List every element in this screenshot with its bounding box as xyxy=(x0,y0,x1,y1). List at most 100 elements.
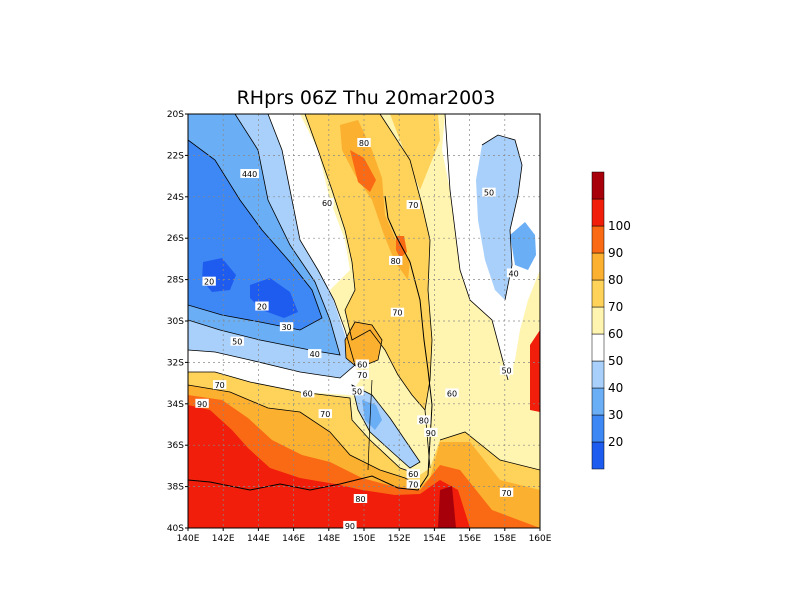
y-axis-ticks: 20S 22S 24S 26S 28S 30S 32S 34S 36S 38S 40S xyxy=(167,110,188,534)
contour-label: 90 xyxy=(345,522,355,531)
contour-line xyxy=(188,384,421,487)
region-rh-above-100-east xyxy=(530,330,540,412)
y-tick-label: 28S xyxy=(167,276,184,286)
contour-label: 40 xyxy=(310,350,320,359)
contour-label-bg xyxy=(445,388,459,398)
colorbar-label: 60 xyxy=(608,327,623,341)
contour-labels: 80 440 60 70 50 80 40 20 20 70 30 50 40 60 70 50 70 60 50 6… xyxy=(195,137,521,531)
contour-line xyxy=(188,371,421,476)
contour-label-bg xyxy=(482,187,496,197)
x-tick-label: 152E xyxy=(388,534,411,544)
y-tick-label: 22S xyxy=(167,151,184,161)
colorbar-swatch xyxy=(591,225,605,254)
colorbar: 20 30 40 50 60 70 80 90 100 xyxy=(591,171,631,470)
contour-label-bg xyxy=(350,386,364,396)
humidity-field xyxy=(188,114,540,528)
contour-line xyxy=(188,139,323,331)
y-tick-label: 30S xyxy=(167,317,184,327)
x-tick-label: 158E xyxy=(493,534,516,544)
region-rh-above-100-south xyxy=(188,405,470,528)
contour-label: 60 xyxy=(303,389,313,398)
y-tick-label: 24S xyxy=(167,193,184,203)
region-rh-70-80-central xyxy=(305,114,432,410)
colorbar-label: 90 xyxy=(608,246,623,260)
chart-title: RHprs 06Z Thu 20mar2003 xyxy=(237,87,496,109)
contour-label: 70 xyxy=(392,309,402,318)
y-tick-label: 36S xyxy=(167,441,184,451)
contour-label: 70 xyxy=(320,410,330,419)
contour-label-bg xyxy=(240,169,259,179)
contour-label-bg xyxy=(320,198,334,208)
y-tick-label: 40S xyxy=(167,524,184,534)
x-tick-label: 142E xyxy=(212,534,235,544)
colorbar-label: 50 xyxy=(608,354,623,368)
contour-line xyxy=(379,114,433,469)
contour-label: 30 xyxy=(281,323,291,332)
contour-label: 90 xyxy=(197,400,207,409)
x-tick-label: 156E xyxy=(458,534,481,544)
contour-label-bg xyxy=(499,365,514,375)
x-tick-label: 160E xyxy=(529,534,552,544)
contour-label-bg xyxy=(417,415,431,425)
y-tick-label: 34S xyxy=(167,400,184,410)
contour-label: 60 xyxy=(357,360,367,369)
contour-label: 80 xyxy=(391,257,401,266)
colorbar-label: 20 xyxy=(608,435,623,449)
state-border xyxy=(367,379,373,471)
contour-label: 80 xyxy=(419,416,429,425)
contour-label: 20 xyxy=(257,303,267,312)
contour-label-bg xyxy=(353,494,368,504)
x-tick-label: 154E xyxy=(423,534,446,544)
colorbar-swatch xyxy=(591,198,605,227)
colorbar-swatch xyxy=(591,387,605,416)
contour-label: 440 xyxy=(242,170,257,179)
contour-lines xyxy=(188,114,540,487)
y-tick-label: 26S xyxy=(167,234,184,244)
x-axis-ticks: 140E 142E 144E 146E 148E 150E 152E 154E 156E 158E… xyxy=(177,528,552,544)
contour-label: 60 xyxy=(408,470,418,479)
x-tick-label: 140E xyxy=(177,534,200,544)
colorbar-label: 40 xyxy=(608,381,623,395)
region-rh-dry-tongue-mid xyxy=(362,400,382,430)
colorbar-swatch xyxy=(591,171,605,200)
contour-label-bg xyxy=(195,398,209,408)
contour-label-bg xyxy=(202,276,216,286)
colorbar-label: 30 xyxy=(608,408,623,422)
contour-label: 80 xyxy=(355,495,365,504)
contour-label-bg xyxy=(406,479,420,489)
contour-label-bg xyxy=(406,469,420,479)
contour-line xyxy=(304,114,426,411)
x-tick-label: 144E xyxy=(247,534,270,544)
contour-label: 70 xyxy=(357,371,367,380)
contour-label: 70 xyxy=(408,201,418,210)
contour-label: 70 xyxy=(215,381,225,390)
contour-line xyxy=(444,114,509,381)
contour-label-bg xyxy=(388,255,403,265)
y-tick-label: 20S xyxy=(167,110,184,120)
contour-label-bg xyxy=(406,200,420,210)
contour-line xyxy=(439,431,540,471)
contour-label-bg xyxy=(230,336,244,346)
contour-label: 20 xyxy=(204,278,214,287)
contour-label-bg xyxy=(357,137,371,147)
contour-label-bg xyxy=(318,409,332,419)
contour-label: 80 xyxy=(359,139,369,148)
contour-label: 70 xyxy=(501,489,511,498)
y-tick-label: 32S xyxy=(167,358,184,368)
contour-line xyxy=(344,321,383,369)
colorbar-swatch xyxy=(591,333,605,362)
colorbar-swatch xyxy=(591,279,605,308)
contour-label: 40 xyxy=(509,269,519,278)
colorbar-swatch xyxy=(591,252,605,281)
colorbar-label: 70 xyxy=(608,300,623,314)
contour-label: 50 xyxy=(352,387,362,396)
region-rh-max-coast xyxy=(438,486,456,528)
colorbar-swatch xyxy=(591,306,605,335)
contour-label-bg xyxy=(308,349,322,359)
contour-label: 90 xyxy=(426,429,436,438)
contour-label-bg xyxy=(424,427,438,437)
contour-label-bg xyxy=(255,301,269,311)
region-rh-90-100-north xyxy=(350,150,376,192)
region-rh-30-40-east xyxy=(510,222,536,270)
